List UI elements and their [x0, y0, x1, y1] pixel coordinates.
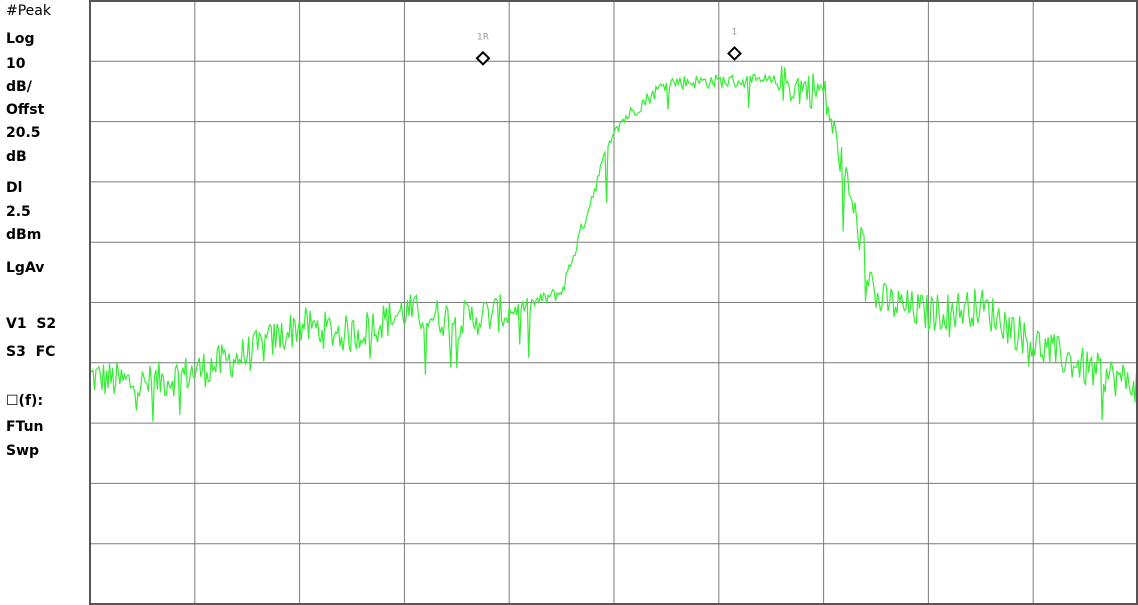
graticule	[90, 1, 1138, 604]
annotation-panel: #Peak Log 10 dB/ Offst 20.5 dB Dl 2.5 dB…	[0, 0, 88, 605]
display-line-label: Dl	[6, 180, 23, 196]
marker-function-label: FTun	[6, 419, 44, 435]
marker-diamond-icon	[727, 46, 742, 61]
trace-status-line-2: S3 FC	[6, 344, 56, 360]
marker-diamond-icon	[475, 50, 491, 66]
marker-label: 1	[732, 27, 738, 37]
offset-label: Offst	[6, 102, 45, 118]
spectrum-trace	[89, 66, 1138, 422]
marker-layer: 1R 1	[475, 27, 742, 66]
sweep-label: Swp	[6, 443, 40, 459]
scale-unit-label: dB/	[6, 79, 32, 95]
offset-unit-label: dB	[6, 149, 27, 165]
scale-value-label: 10	[6, 56, 26, 72]
detector-label: #Peak	[6, 3, 51, 19]
trace-status-line-1: V1 S2	[6, 316, 57, 332]
display-line-value: 2.5	[6, 204, 31, 220]
marker-label: 1R	[477, 32, 489, 42]
marker-mode-label: ☐(f):	[6, 393, 44, 409]
display-line-unit: dBm	[6, 227, 42, 243]
graticule-frame	[89, 0, 1138, 605]
averaging-label: LgAv	[6, 260, 45, 276]
scale-type-label: Log	[6, 31, 35, 47]
offset-value-label: 20.5	[6, 125, 41, 141]
